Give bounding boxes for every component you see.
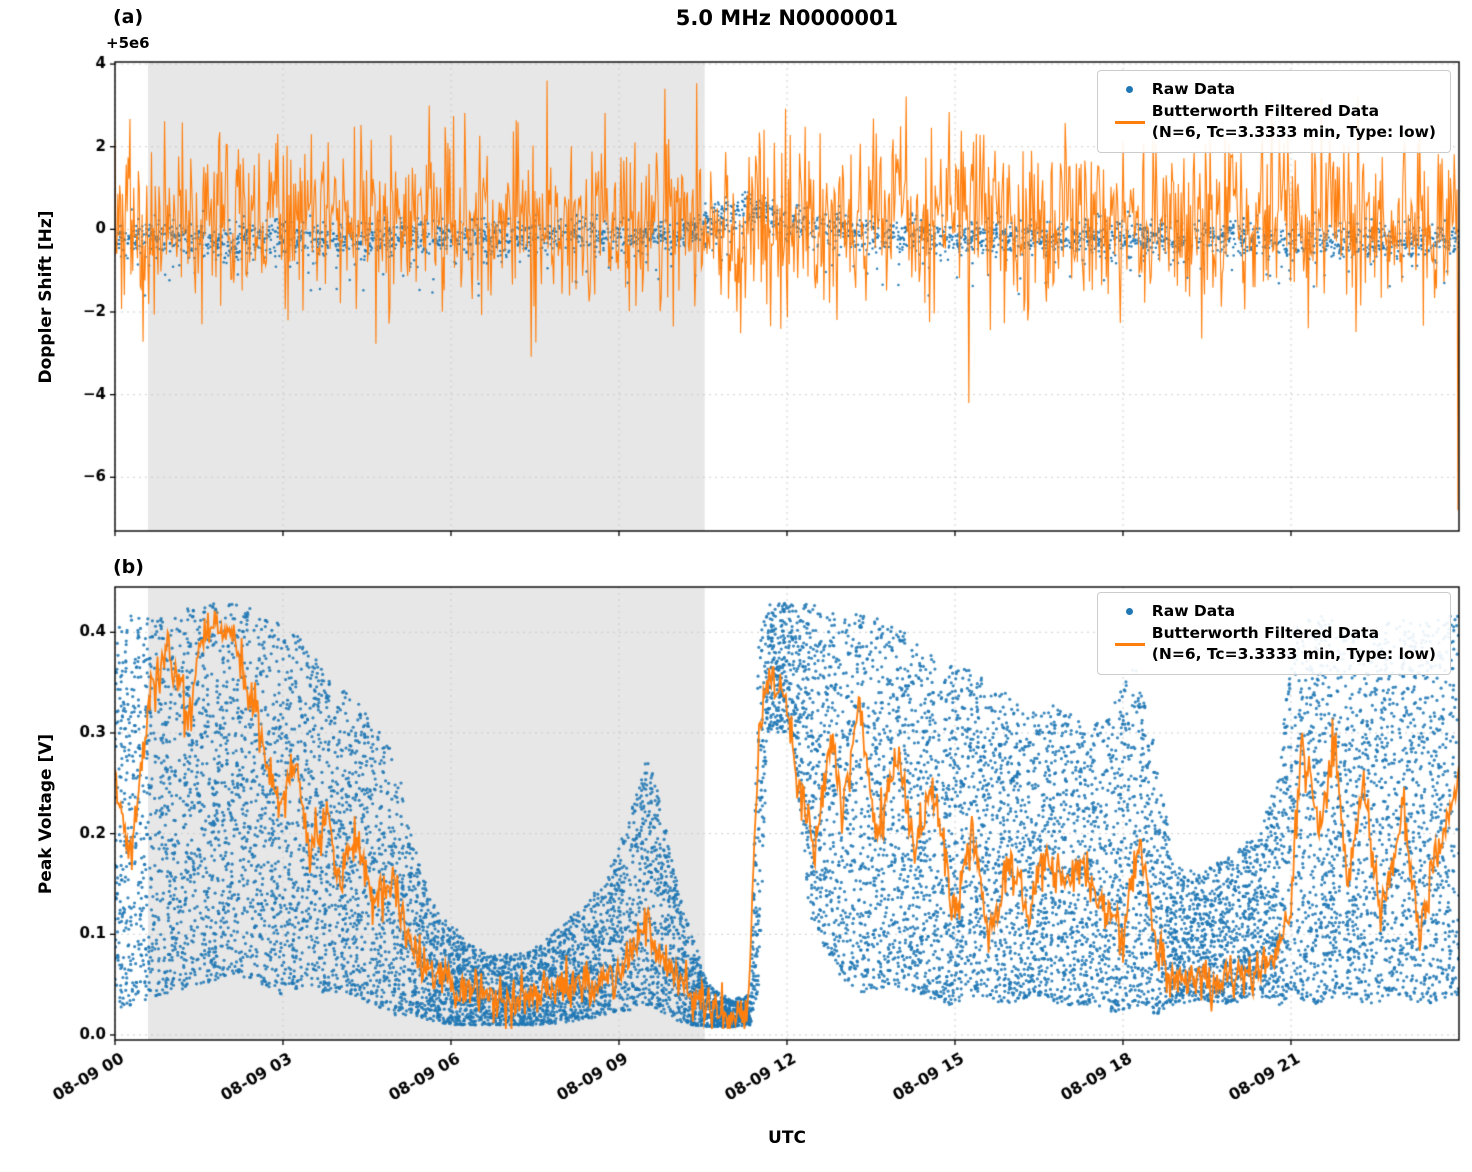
legend-panel-a: Raw Data Butterworth Filtered Data (N=6,… [1096,70,1451,154]
legend-raw-label: Raw Data [1151,80,1236,98]
legend-filtered-sublabel: (N=6, Tc=3.3333 min, Type: low) [1151,645,1436,664]
filtered-line-marker-icon [1108,642,1152,646]
raw-data-marker-icon [1108,608,1152,616]
x-axis-label: UTC [768,1128,806,1148]
legend-filtered-label: Butterworth Filtered Data [1151,101,1380,120]
legend-raw-entry: Raw Data [1108,601,1436,623]
panel-b-ylabel: Peak Voltage [V] [36,733,56,895]
panel-a-ylabel: Doppler Shift [Hz] [36,210,56,384]
legend-filtered-entry: Butterworth Filtered Data (N=6, Tc=3.333… [1108,101,1436,144]
figure-title: 5.0 MHz N0000001 [675,6,899,30]
legend-raw-entry: Raw Data [1108,79,1436,101]
y-axis-offset-text: +5e6 [106,34,150,52]
filtered-line-marker-icon [1108,120,1152,124]
panel-b-label: (b) [113,556,144,578]
panel-a-label: (a) [113,6,144,28]
legend-filtered-label: Butterworth Filtered Data [1151,623,1380,642]
legend-filtered-sublabel: (N=6, Tc=3.3333 min, Type: low) [1151,123,1436,142]
legend-filtered-entry: Butterworth Filtered Data (N=6, Tc=3.333… [1108,623,1436,666]
raw-data-marker-icon [1108,86,1152,94]
legend-panel-b: Raw Data Butterworth Filtered Data (N=6,… [1096,592,1451,676]
legend-raw-label: Raw Data [1151,602,1236,620]
